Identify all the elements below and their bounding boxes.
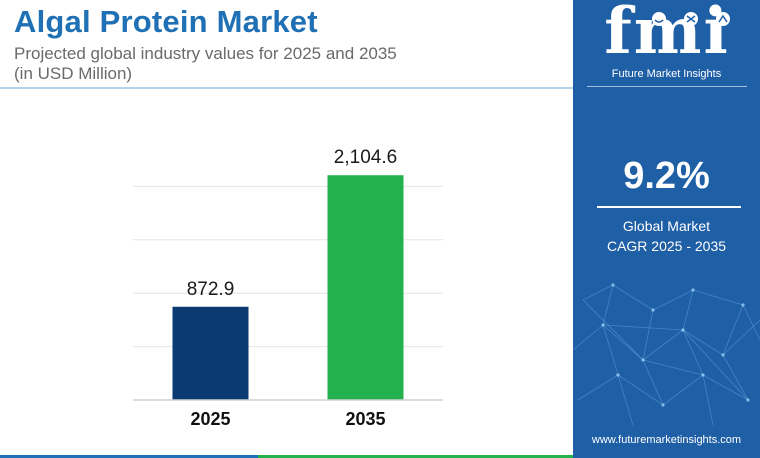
cagr-label-line-2: CAGR 2025 - 2035 (606, 238, 727, 254)
cagr-label-line-1: Global Market (622, 218, 711, 234)
bottom-stripe (0, 455, 573, 458)
cagr-value: 9.2% (623, 155, 710, 197)
cagr-divider (597, 206, 741, 208)
logo-icons (652, 12, 730, 26)
logo-wordmark: fmi (604, 0, 730, 69)
network-pattern-graphic (573, 283, 760, 426)
page-title: Algal Protein Market (14, 4, 318, 39)
chart-panel: Algal Protein Market Projected global in… (0, 4, 573, 458)
side-panel: fmi Future Market Insights 9.2% Global M… (573, 0, 760, 458)
bar-2035 (327, 175, 404, 400)
value-label-2025: 872.9 (187, 279, 235, 300)
value-label-2035: 2,104.6 (334, 147, 397, 168)
category-label-2035: 2035 (345, 409, 385, 429)
panel-divider (587, 86, 747, 87)
fmi-logo: fmi Future Market Insights (573, 0, 760, 82)
logo-subtitle: Future Market Insights (611, 68, 722, 80)
website-url: www.futuremarketinsights.com (591, 434, 742, 446)
bar-2025 (172, 306, 249, 400)
header-divider (0, 87, 573, 89)
bar-chart: 872.9 2025 2,104.6 2035 (133, 147, 443, 429)
chart-subtitle: Projected global industry values for 202… (14, 44, 397, 84)
cagr-label: Global Market CAGR 2025 - 2035 (573, 216, 760, 256)
subtitle-line-1: Projected global industry values for 202… (14, 44, 397, 63)
subtitle-line-2: (in USD Million) (14, 64, 133, 83)
category-label-2025: 2025 (190, 409, 230, 429)
